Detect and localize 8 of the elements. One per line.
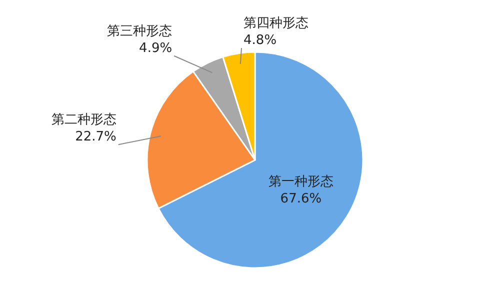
- data-label: 4.8%: [244, 33, 277, 48]
- data-label: 22.7%: [75, 130, 116, 145]
- slice-label: 第四种形态: [244, 16, 309, 31]
- slice-label: 第三种形态: [107, 24, 172, 39]
- data-label: 67.6%: [280, 191, 322, 206]
- slice-label: 第一种形态: [268, 174, 334, 190]
- slice-label: 第二种形态: [51, 112, 116, 128]
- data-label: 4.9%: [139, 40, 172, 56]
